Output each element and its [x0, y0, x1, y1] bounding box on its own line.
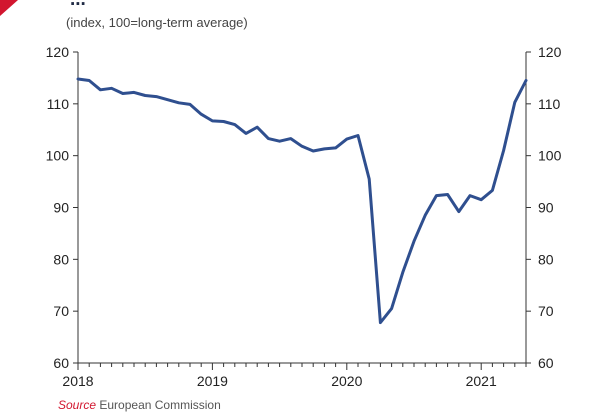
source-text: European Commission	[99, 398, 221, 412]
y-tick-label-left: 80	[53, 251, 69, 267]
y-tick-label-right: 110	[538, 96, 561, 112]
y-tick-label-left: 60	[53, 355, 69, 371]
source-label: Source	[58, 398, 97, 412]
y-tick-label-left: 70	[53, 303, 69, 319]
y-tick-label-right: 60	[538, 355, 554, 371]
y-tick-label-right: 80	[538, 251, 554, 267]
y-tick-label-right: 70	[538, 303, 554, 319]
source-note: Source European Commission	[58, 398, 221, 412]
axes	[73, 51, 531, 370]
corner-accent-flag	[0, 0, 18, 16]
y-tick-label-left: 100	[46, 148, 70, 164]
tick-labels: 60 60 70 70 80 80 90 90 100 100 110 110 120 120 2018 20…	[46, 44, 562, 389]
series-line	[76, 77, 528, 325]
y-tick-label-left: 120	[46, 44, 70, 60]
chart-title-fragment: ...	[70, 0, 86, 11]
y-tick-label-left: 110	[47, 96, 70, 112]
y-tick-label-right: 120	[538, 44, 562, 60]
y-tick-label-right: 100	[538, 148, 562, 164]
x-tick-label: 2019	[197, 373, 228, 389]
y-tick-label-left: 90	[53, 200, 69, 216]
chart-subtitle: (index, 100=long-term average)	[66, 15, 248, 30]
x-tick-label: 2018	[62, 373, 93, 389]
x-tick-label: 2020	[331, 373, 362, 389]
series	[76, 77, 528, 325]
y-tick-label-right: 90	[538, 200, 554, 216]
x-tick-label: 2021	[466, 373, 497, 389]
